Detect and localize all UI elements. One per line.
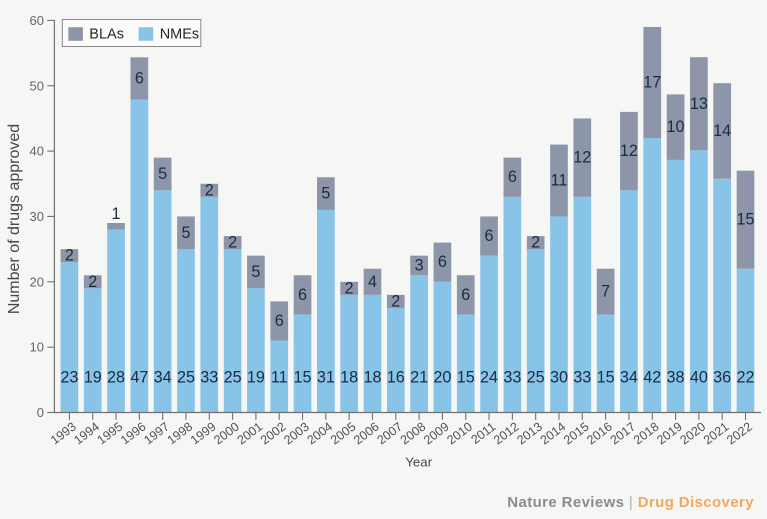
- svg-text:34: 34: [620, 368, 638, 386]
- svg-text:6: 6: [135, 70, 144, 88]
- svg-text:28: 28: [107, 368, 125, 386]
- svg-text:14: 14: [713, 122, 731, 140]
- svg-text:1: 1: [112, 205, 121, 223]
- svg-text:15: 15: [294, 368, 312, 386]
- svg-text:2: 2: [65, 247, 74, 265]
- svg-text:33: 33: [503, 368, 521, 386]
- svg-text:11: 11: [551, 172, 568, 190]
- svg-text:10: 10: [667, 118, 685, 136]
- svg-text:40: 40: [30, 144, 44, 159]
- svg-text:15: 15: [597, 368, 615, 386]
- svg-text:2: 2: [88, 273, 97, 291]
- svg-text:2: 2: [531, 234, 540, 252]
- svg-text:20: 20: [433, 368, 451, 386]
- svg-text:4: 4: [368, 273, 377, 291]
- svg-text:5: 5: [321, 185, 330, 203]
- svg-text:30: 30: [550, 368, 568, 386]
- svg-text:6: 6: [461, 286, 470, 304]
- svg-text:40: 40: [690, 368, 708, 386]
- svg-text:21: 21: [410, 368, 428, 386]
- svg-text:6: 6: [508, 168, 517, 186]
- svg-text:12: 12: [573, 149, 591, 167]
- svg-text:16: 16: [387, 368, 405, 386]
- svg-text:6: 6: [438, 253, 447, 271]
- svg-text:10: 10: [30, 340, 44, 355]
- svg-text:33: 33: [200, 368, 218, 386]
- svg-text:33: 33: [573, 368, 591, 386]
- svg-text:5: 5: [158, 165, 167, 183]
- svg-text:11: 11: [271, 368, 288, 386]
- svg-text:23: 23: [60, 368, 78, 386]
- svg-text:60: 60: [30, 13, 44, 28]
- svg-text:2: 2: [228, 234, 237, 252]
- svg-text:20: 20: [30, 274, 44, 289]
- svg-text:6: 6: [298, 286, 307, 304]
- svg-text:17: 17: [643, 73, 661, 91]
- svg-text:6: 6: [485, 227, 494, 245]
- svg-text:25: 25: [224, 368, 242, 386]
- svg-text:0: 0: [37, 405, 44, 420]
- svg-text:19: 19: [84, 368, 102, 386]
- svg-text:12: 12: [620, 142, 638, 160]
- svg-text:22: 22: [737, 368, 755, 386]
- svg-text:6: 6: [275, 312, 284, 330]
- svg-text:Year: Year: [405, 455, 432, 470]
- svg-text:BLAs: BLAs: [89, 27, 124, 43]
- svg-text:30: 30: [30, 209, 44, 224]
- svg-text:25: 25: [177, 368, 195, 386]
- svg-text:36: 36: [713, 368, 731, 386]
- svg-text:3: 3: [415, 256, 424, 274]
- svg-text:50: 50: [30, 78, 44, 93]
- svg-text:2: 2: [345, 279, 354, 297]
- svg-text:18: 18: [363, 368, 381, 386]
- svg-text:42: 42: [643, 368, 661, 386]
- svg-text:Nature Reviews | Drug Discover: Nature Reviews | Drug Discovery: [507, 494, 754, 511]
- svg-text:2: 2: [391, 292, 400, 310]
- svg-text:31: 31: [317, 368, 335, 386]
- svg-text:47: 47: [130, 368, 148, 386]
- svg-text:5: 5: [251, 263, 260, 281]
- svg-text:25: 25: [527, 368, 545, 386]
- svg-text:24: 24: [480, 368, 498, 386]
- svg-text:2: 2: [205, 181, 214, 199]
- svg-text:NMEs: NMEs: [160, 27, 199, 43]
- svg-text:34: 34: [154, 368, 172, 386]
- svg-text:13: 13: [690, 95, 708, 113]
- svg-text:15: 15: [737, 211, 755, 229]
- svg-text:18: 18: [340, 368, 358, 386]
- svg-text:7: 7: [601, 283, 610, 301]
- svg-text:38: 38: [667, 368, 685, 386]
- svg-text:5: 5: [181, 224, 190, 242]
- svg-text:Number of drugs approved: Number of drugs approved: [6, 124, 23, 314]
- svg-text:15: 15: [457, 368, 475, 386]
- svg-text:19: 19: [247, 368, 265, 386]
